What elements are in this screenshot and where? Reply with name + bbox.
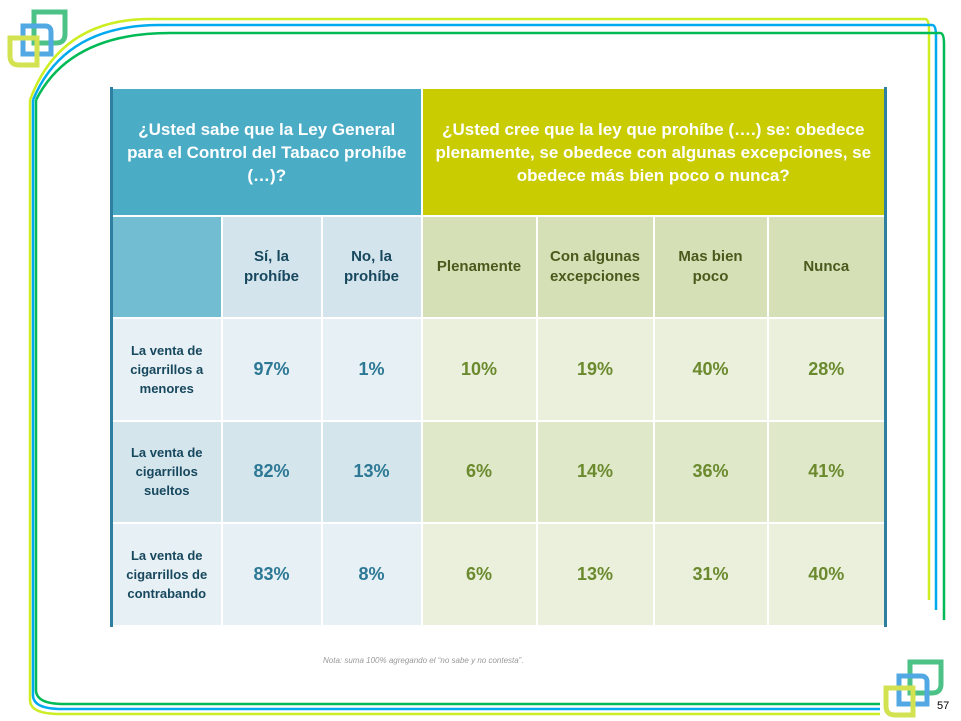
value-cell: 83% bbox=[220, 522, 323, 627]
value-cell: 31% bbox=[652, 522, 769, 627]
col-header: Con algunas excepciones bbox=[535, 215, 655, 319]
table-row: La venta de cigarrillos de contrabando 8… bbox=[110, 522, 887, 627]
question-row: ¿Usted sabe que la Ley General para el C… bbox=[110, 87, 887, 217]
row-label: La venta de cigarrillos de contrabando bbox=[110, 522, 223, 627]
value-cell: 13% bbox=[320, 419, 423, 525]
value-cell: 36% bbox=[652, 419, 769, 525]
value-cell: 41% bbox=[766, 419, 887, 525]
value-cell: 40% bbox=[766, 522, 887, 627]
footnote: Nota: suma 100% agregando el “no sabe y … bbox=[323, 656, 524, 665]
value-cell: 6% bbox=[420, 419, 538, 525]
column-header-row: Sí, la prohíbe No, la prohíbe Plenamente… bbox=[110, 215, 887, 319]
table-row: La venta de cigarrillos a menores 97% 1%… bbox=[110, 317, 887, 422]
value-cell: 13% bbox=[535, 522, 655, 627]
logo-icon bbox=[7, 9, 68, 68]
question-compliance: ¿Usted cree que la ley que prohíbe (….) … bbox=[420, 87, 887, 217]
col-header: Plenamente bbox=[420, 215, 538, 319]
value-cell: 40% bbox=[652, 317, 769, 422]
survey-table: ¿Usted sabe que la Ley General para el C… bbox=[110, 87, 888, 627]
value-cell: 6% bbox=[420, 522, 538, 627]
table-row: La venta de cigarrillos sueltos 82% 13% … bbox=[110, 419, 887, 525]
empty-corner-cell bbox=[110, 215, 223, 319]
value-cell: 82% bbox=[220, 419, 323, 525]
col-header: Mas bien poco bbox=[652, 215, 769, 319]
row-label: La venta de cigarrillos sueltos bbox=[110, 419, 223, 525]
value-cell: 10% bbox=[420, 317, 538, 422]
value-cell: 8% bbox=[320, 522, 423, 627]
col-header: Nunca bbox=[766, 215, 887, 319]
col-header: No, la prohíbe bbox=[320, 215, 423, 319]
question-knowledge: ¿Usted sabe que la Ley General para el C… bbox=[110, 87, 423, 217]
value-cell: 19% bbox=[535, 317, 655, 422]
value-cell: 14% bbox=[535, 419, 655, 525]
value-cell: 1% bbox=[320, 317, 423, 422]
row-label: La venta de cigarrillos a menores bbox=[110, 317, 223, 422]
col-header: Sí, la prohíbe bbox=[220, 215, 323, 319]
value-cell: 28% bbox=[766, 317, 887, 422]
page-number: 57 bbox=[937, 700, 950, 712]
value-cell: 97% bbox=[220, 317, 323, 422]
logo-icon bbox=[883, 659, 944, 718]
